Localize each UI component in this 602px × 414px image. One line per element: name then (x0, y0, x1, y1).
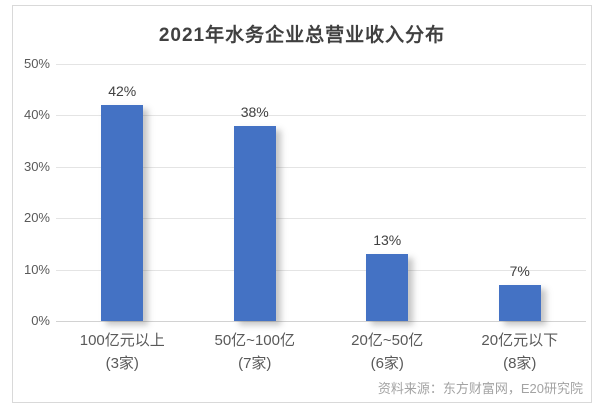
gridline (56, 64, 586, 65)
chart-title: 2021年水务企业总营业收入分布 (158, 25, 446, 46)
bar (101, 105, 144, 321)
bar (498, 285, 541, 321)
y-axis-tick-label: 30% (23, 158, 50, 174)
x-axis-category-label: 100亿元以上 (3家) (56, 329, 189, 375)
gridline (56, 269, 586, 271)
bar-value-label: 38% (240, 103, 269, 120)
y-axis-tick-label: 50% (23, 56, 50, 71)
gridline (56, 321, 586, 322)
source-note: 资料来源：东方财富网，E20研究院 (377, 381, 583, 396)
bar-value-label: 42% (108, 83, 137, 100)
bar-value-label: 7% (509, 263, 530, 280)
bar-value-label: 13% (373, 232, 402, 249)
gridline (56, 166, 586, 168)
category-range-label: 50亿~100亿 (214, 332, 295, 349)
category-count-label: (7家) (238, 355, 272, 372)
gridline (56, 218, 586, 220)
category-range-label: 100亿元以上 (79, 332, 165, 349)
x-axis-category-label: 20亿~50亿 (6家) (321, 329, 454, 375)
category-count-label: (8家) (503, 355, 537, 372)
category-range-label: 20亿~50亿 (351, 332, 424, 349)
chart-frame: 2021年水务企业总营业收入分布 0% 10% 20% 30% 40% 50% 42% 100… (12, 5, 592, 403)
x-axis-category-label: 20亿元以下 (8家) (454, 329, 587, 375)
category-count-label: (6家) (370, 355, 404, 372)
category-count-label: (3家) (105, 355, 139, 372)
y-axis-tick-label: 40% (23, 107, 50, 123)
y-axis-tick-label: 0% (31, 313, 50, 328)
bar (233, 125, 276, 321)
y-axis-tick-label: 10% (23, 261, 50, 277)
bar (366, 254, 409, 321)
x-axis-category-label: 50亿~100亿 (7家) (189, 329, 322, 375)
gridline (56, 115, 586, 117)
y-axis-tick-label: 20% (23, 210, 50, 226)
plot-area: 0% 10% 20% 30% 40% 50% 42% 100亿元以上 (3家) 38% 50亿~10… (24, 56, 586, 372)
category-range-label: 20亿元以下 (481, 332, 559, 349)
